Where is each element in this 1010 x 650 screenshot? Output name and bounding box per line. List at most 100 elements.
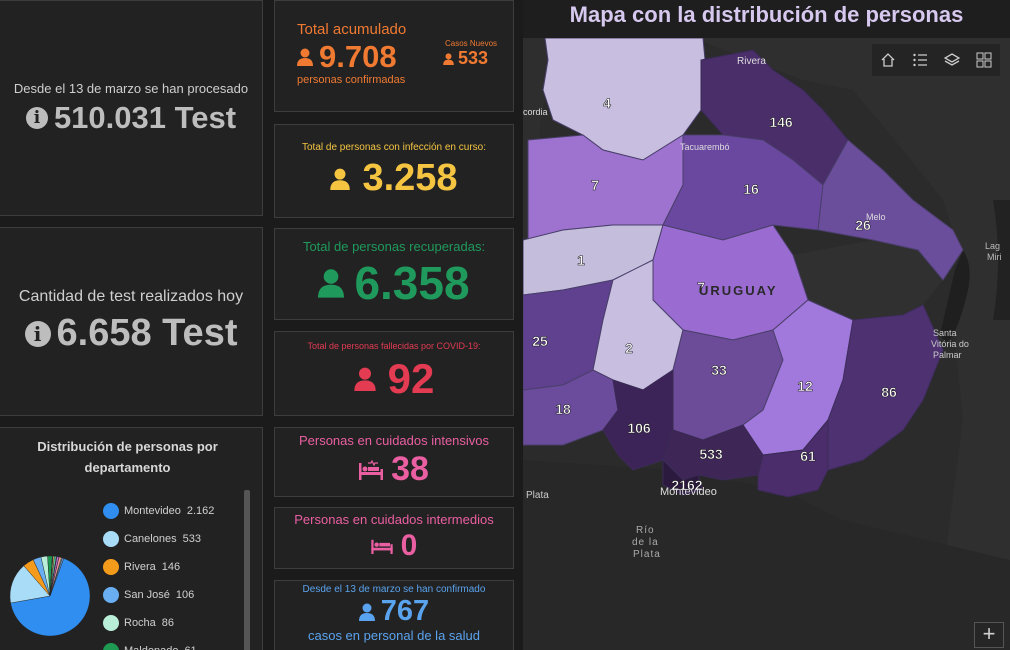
legend-scrollbar[interactable] <box>244 490 250 650</box>
legend-label: Canelones <box>124 533 177 545</box>
tests-total-caption: Desde el 13 de marzo se han procesado <box>13 80 249 96</box>
zoom-in-button[interactable]: + <box>974 622 1004 648</box>
legend-label: Montevideo <box>124 505 181 517</box>
legend-label: San José <box>124 589 170 601</box>
fallecidas-value-row: 92 <box>353 355 435 403</box>
cuidados-intensivos-value-row: 38 <box>359 450 429 489</box>
legend-item[interactable]: Montevideo 2.162 <box>103 503 214 519</box>
personal-salud-subtitle: casos en personal de la salud <box>307 628 480 643</box>
legend-item[interactable]: Rivera 146 <box>103 559 180 575</box>
pie-slice[interactable] <box>10 558 91 637</box>
en-curso-value-row: 3.258 <box>330 157 458 200</box>
dept-rocha[interactable] <box>827 304 944 471</box>
dept-maldonado[interactable] <box>757 418 829 498</box>
place-label-rio: Río <box>636 525 655 536</box>
place-label-laguna: Lag <box>985 241 1001 251</box>
dept-salto[interactable] <box>527 134 684 241</box>
place-label-plata: Plata <box>526 490 549 501</box>
person-icon <box>330 168 351 190</box>
fallecidas-value: 92 <box>387 355 435 402</box>
casos-nuevos-label: Casos Nuevos <box>445 39 498 48</box>
dept-san-jose[interactable] <box>602 369 674 471</box>
dept-value-artigas: 4 <box>603 95 611 111</box>
legend-swatch <box>103 587 119 603</box>
legend-value: 61 <box>184 645 196 650</box>
place-label-rio-de-la: de la <box>632 537 659 548</box>
dept-montevideo[interactable] <box>662 458 704 496</box>
info-icon: i <box>25 106 48 129</box>
legend-swatch <box>103 643 119 650</box>
map-panel[interactable]: 4 146 7 16 26 1 7 25 2 33 12 86 18 106 533 61 2162 River… <box>523 0 1010 650</box>
legend-label: Rocha <box>124 617 156 629</box>
legend-value: 86 <box>161 617 175 629</box>
cuidados-intermedios-value: 0 <box>400 529 418 562</box>
personal-salud-caption: Desde el 13 de marzo se han confirmado <box>302 584 486 595</box>
en-curso-value: 3.258 <box>362 157 458 199</box>
dept-value-florida: 33 <box>711 362 727 378</box>
legend-label: Rivera <box>124 561 156 573</box>
cuidados-intensivos-value: 38 <box>391 450 429 488</box>
recuperadas-panel: Total de personas recuperadas: 6.358 <box>274 228 514 320</box>
legend-item[interactable]: San José 106 <box>103 587 194 603</box>
place-label-vitoria: Vitória do <box>931 339 969 349</box>
distribution-pie-chart[interactable] <box>4 550 104 650</box>
cuidados-intermedios-title: Personas en cuidados intermedios <box>294 512 494 527</box>
legend-list-icon[interactable] <box>904 44 936 76</box>
person-icon <box>297 48 313 66</box>
legend-item[interactable]: Maldonado 61 <box>103 643 197 650</box>
legend-label: Maldonado <box>124 645 178 650</box>
uruguay-map[interactable]: 4 146 7 16 26 1 7 25 2 33 12 86 18 106 533 61 2162 <box>523 0 1010 650</box>
layers-icon[interactable] <box>936 44 968 76</box>
home-icon[interactable] <box>872 44 904 76</box>
person-icon <box>353 367 376 391</box>
dept-value-montevideo: 2162 <box>671 477 702 493</box>
en-curso-title: Total de personas con infección en curso… <box>302 142 486 153</box>
legend-value: 106 <box>175 589 195 601</box>
place-label-cordia: cordia <box>523 107 548 117</box>
info-icon: i <box>24 320 51 347</box>
cuidados-intermedios-value-row: 0 <box>370 529 418 563</box>
distribution-panel: Distribución de personas por departament… <box>0 427 263 650</box>
total-acumulado-subtitle: personas confirmadas <box>297 74 406 86</box>
personal-salud-value: 767 <box>380 595 430 627</box>
legend-swatch <box>103 559 119 575</box>
tests-total-value: 510.031 Test <box>53 99 237 135</box>
recuperadas-value-row: 6.358 <box>318 256 470 310</box>
tests-today-caption: Cantidad de test realizados hoy <box>18 288 244 305</box>
legend-item[interactable]: Rocha 86 <box>103 615 174 631</box>
casos-nuevos-value: 533 <box>458 48 489 68</box>
personal-salud-panel: Desde el 13 de marzo se han confirmado 7… <box>274 580 514 650</box>
dept-value-rocha: 86 <box>881 384 897 400</box>
basemap-gallery-icon[interactable] <box>968 44 1000 76</box>
rio-de-la-plata <box>523 460 1010 650</box>
casos-nuevos-row: 533 <box>443 48 488 69</box>
cuidados-intermedios-panel: Personas en cuidados intermedios 0 <box>274 507 514 569</box>
legend-item[interactable]: Canelones 533 <box>103 531 201 547</box>
dept-value-durazno: 7 <box>697 279 705 295</box>
recuperadas-value: 6.358 <box>354 256 470 309</box>
person-icon <box>358 603 375 621</box>
place-label-melo: Melo <box>866 212 886 222</box>
person-icon <box>443 52 454 65</box>
dept-value-flores: 2 <box>625 340 633 356</box>
dept-value-tacuarembo: 16 <box>743 181 759 197</box>
map-toolbar <box>872 44 1000 76</box>
dept-value-san-jose: 106 <box>627 420 651 436</box>
pie-slice[interactable] <box>49 557 64 597</box>
place-label-rio-plata: Plata <box>633 549 661 560</box>
tests-total-value-row: i 510.031 Test <box>25 99 237 136</box>
laguna-merin <box>941 250 970 342</box>
dept-value-salto: 7 <box>591 177 599 193</box>
fallecidas-panel: Total de personas fallecidas por COVID-1… <box>274 331 514 416</box>
legend-swatch <box>103 503 119 519</box>
total-acumulado-value: 9.708 <box>319 39 397 74</box>
legend-value: 2.162 <box>186 505 215 517</box>
dept-value-colonia: 18 <box>555 401 571 417</box>
dept-cerro-largo[interactable] <box>817 139 964 281</box>
place-label-laguna2: Miri <box>987 252 1002 262</box>
cuidados-intensivos-title: Personas en cuidados intensivos <box>298 433 490 448</box>
bed-icon <box>359 459 384 480</box>
place-label-montevideo: Montevideo <box>660 486 717 498</box>
legend-swatch <box>103 531 119 547</box>
dept-value-rivera: 146 <box>769 114 793 130</box>
